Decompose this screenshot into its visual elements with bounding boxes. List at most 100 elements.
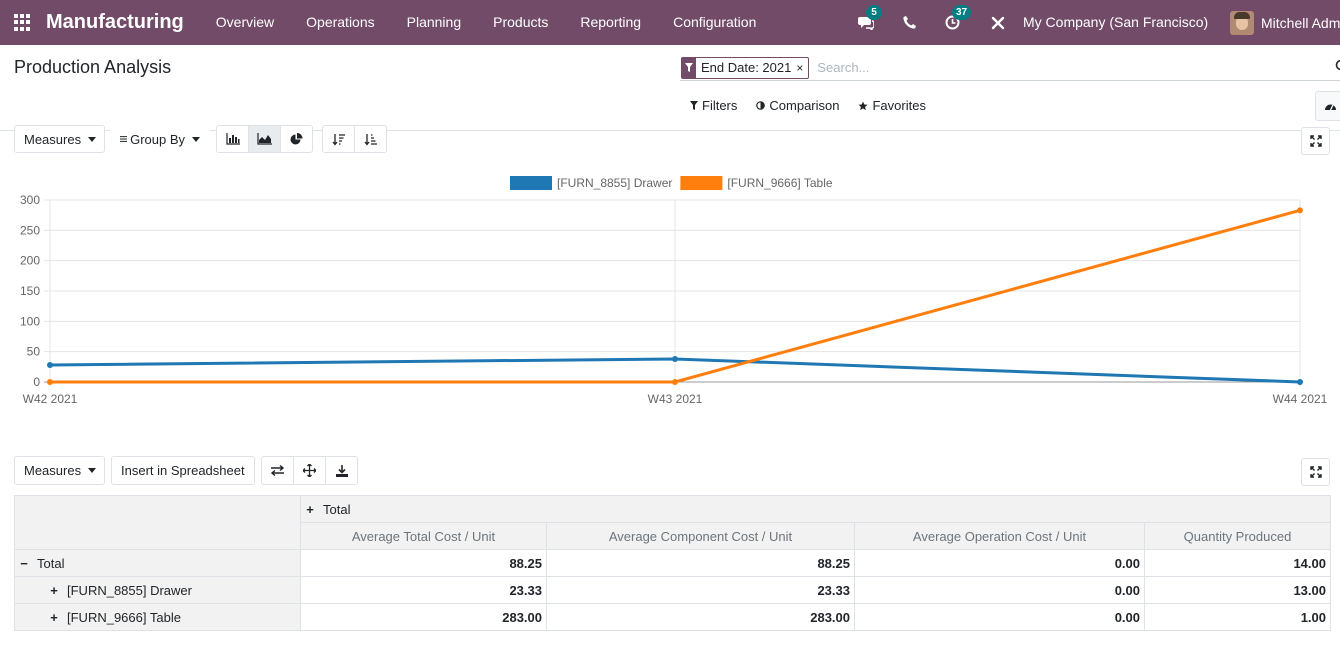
sort-descending-button[interactable] bbox=[322, 125, 355, 153]
pivot-cell[interactable]: 0.00 bbox=[854, 576, 1145, 604]
facet-label: End Date: 2021 bbox=[701, 59, 792, 75]
line-chart-button[interactable] bbox=[248, 125, 281, 153]
pivot-measures-label: Measures bbox=[24, 463, 82, 478]
pivot-col-header-total[interactable]: + Total bbox=[300, 495, 1331, 523]
activities-count-badge: 37 bbox=[952, 4, 972, 20]
menu-products[interactable]: Products bbox=[493, 14, 549, 30]
legend-swatch bbox=[510, 176, 552, 190]
legend-label: [FURN_8855] Drawer bbox=[557, 176, 672, 190]
search-icon[interactable] bbox=[1334, 59, 1340, 73]
pivot-actions bbox=[261, 456, 358, 485]
page-title: Production Analysis bbox=[14, 57, 172, 77]
measure-header[interactable]: Quantity Produced bbox=[1144, 522, 1331, 550]
sort-ascending-button[interactable] bbox=[354, 125, 387, 153]
top-navbar: Manufacturing Overview Operations Planni… bbox=[0, 0, 1340, 45]
group-by-label: Group By bbox=[130, 131, 185, 147]
row-header-table[interactable]: + [FURN_9666] Table bbox=[14, 603, 301, 631]
control-panel-divider bbox=[0, 130, 1340, 131]
company-switcher[interactable]: My Company (San Francisco) bbox=[1023, 14, 1209, 30]
graph-fullscreen-button[interactable] bbox=[1301, 127, 1330, 155]
caret-down-icon bbox=[88, 468, 97, 473]
pivot-cell[interactable]: 283.00 bbox=[546, 603, 855, 631]
search-options: Filters Comparison Favorites bbox=[690, 98, 945, 113]
search-bar: End Date: 2021 × bbox=[680, 55, 1340, 81]
phone-button[interactable] bbox=[899, 13, 919, 33]
messages-button[interactable]: 5 bbox=[856, 4, 882, 33]
sort-descending-icon bbox=[332, 133, 345, 146]
search-input[interactable] bbox=[815, 59, 1316, 76]
pivot-cell[interactable]: 0.00 bbox=[854, 603, 1145, 631]
y-tick-label: 200 bbox=[20, 254, 40, 268]
bar-chart-icon bbox=[225, 133, 240, 145]
menu-configuration[interactable]: Configuration bbox=[673, 14, 757, 30]
graph-measures-dropdown[interactable]: Measures bbox=[14, 125, 105, 153]
tools-icon bbox=[991, 16, 1005, 29]
chart-type-switcher bbox=[216, 125, 313, 153]
expand-icon bbox=[1309, 135, 1322, 147]
activities-button[interactable]: 37 bbox=[942, 4, 972, 33]
pie-chart-button[interactable] bbox=[280, 125, 313, 153]
exchange-icon bbox=[271, 465, 284, 476]
favorites-dropdown[interactable]: Favorites bbox=[858, 98, 926, 113]
y-tick-label: 100 bbox=[20, 314, 40, 328]
insert-in-spreadsheet-button[interactable]: Insert in Spreadsheet bbox=[111, 456, 255, 485]
pivot-cell[interactable]: 1.00 bbox=[1144, 603, 1331, 631]
y-tick-label: 0 bbox=[33, 375, 40, 389]
pivot-corner bbox=[14, 495, 301, 550]
dashboard-view-button[interactable] bbox=[1315, 91, 1340, 121]
dashboard-icon bbox=[1325, 104, 1336, 111]
data-point bbox=[1297, 207, 1303, 214]
debug-tools-button[interactable] bbox=[988, 13, 1008, 33]
group-by-dropdown[interactable]: Group By bbox=[110, 125, 210, 153]
row-header-total[interactable]: − Total bbox=[14, 549, 301, 577]
pivot-cell[interactable]: 88.25 bbox=[300, 549, 547, 577]
sort-switcher bbox=[322, 125, 387, 153]
pivot-cell[interactable]: 23.33 bbox=[546, 576, 855, 604]
pivot-cell[interactable]: 88.25 bbox=[546, 549, 855, 577]
filters-label: Filters bbox=[702, 98, 738, 113]
filters-dropdown[interactable]: Filters bbox=[690, 98, 737, 113]
caret-down-icon bbox=[88, 136, 97, 142]
avatar bbox=[1230, 10, 1254, 35]
pivot-measures-dropdown[interactable]: Measures bbox=[14, 456, 105, 485]
x-tick-label: W43 2021 bbox=[648, 392, 703, 406]
pivot-cell[interactable]: 14.00 bbox=[1144, 549, 1331, 577]
menu-planning[interactable]: Planning bbox=[406, 14, 462, 30]
menu-reporting[interactable]: Reporting bbox=[580, 14, 642, 30]
pivot-cell[interactable]: 283.00 bbox=[300, 603, 547, 631]
legend-label: [FURN_9666] Table bbox=[727, 176, 832, 190]
pivot-cell[interactable]: 13.00 bbox=[1144, 576, 1331, 604]
measure-header[interactable]: Average Total Cost / Unit bbox=[300, 522, 547, 550]
row-header-drawer[interactable]: + [FURN_8855] Drawer bbox=[14, 576, 301, 604]
comparison-dropdown[interactable]: Comparison bbox=[756, 98, 839, 113]
minus-icon: − bbox=[20, 555, 28, 571]
y-tick-label: 300 bbox=[20, 193, 40, 207]
y-tick-label: 150 bbox=[20, 284, 40, 298]
menu-overview[interactable]: Overview bbox=[215, 14, 275, 30]
menu-operations[interactable]: Operations bbox=[306, 14, 375, 30]
facet-remove-button[interactable]: × bbox=[796, 60, 804, 75]
list-icon bbox=[120, 136, 128, 142]
main-menu: Overview Operations Planning Products Re… bbox=[200, 0, 773, 45]
y-tick-label: 250 bbox=[20, 223, 40, 237]
pivot-fullscreen-button[interactable] bbox=[1301, 458, 1330, 486]
user-menu[interactable]: Mitchell Admi bbox=[1230, 0, 1340, 45]
data-point bbox=[47, 379, 53, 385]
pivot-cell[interactable]: 0.00 bbox=[854, 549, 1145, 577]
download-button[interactable] bbox=[325, 456, 358, 485]
bar-chart-button[interactable] bbox=[216, 125, 249, 153]
measure-header[interactable]: Average Component Cost / Unit bbox=[546, 522, 855, 550]
search-facet-end-date: End Date: 2021 × bbox=[681, 56, 810, 79]
data-point bbox=[47, 362, 53, 369]
app-grid-icon[interactable] bbox=[14, 13, 32, 32]
measure-header[interactable]: Average Operation Cost / Unit bbox=[854, 522, 1145, 550]
line-chart: 0 50 100 150 200 250 300 W42 2021 W43 2021 W44 20… bbox=[20, 176, 1328, 406]
flip-axis-button[interactable] bbox=[261, 456, 294, 485]
expand-all-button[interactable] bbox=[293, 456, 326, 485]
arrows-icon bbox=[303, 464, 316, 477]
comparison-label: Comparison bbox=[769, 98, 840, 113]
filter-icon bbox=[690, 101, 698, 110]
adjust-icon bbox=[756, 101, 766, 110]
pivot-cell[interactable]: 23.33 bbox=[300, 576, 547, 604]
app-name[interactable]: Manufacturing bbox=[46, 11, 184, 33]
